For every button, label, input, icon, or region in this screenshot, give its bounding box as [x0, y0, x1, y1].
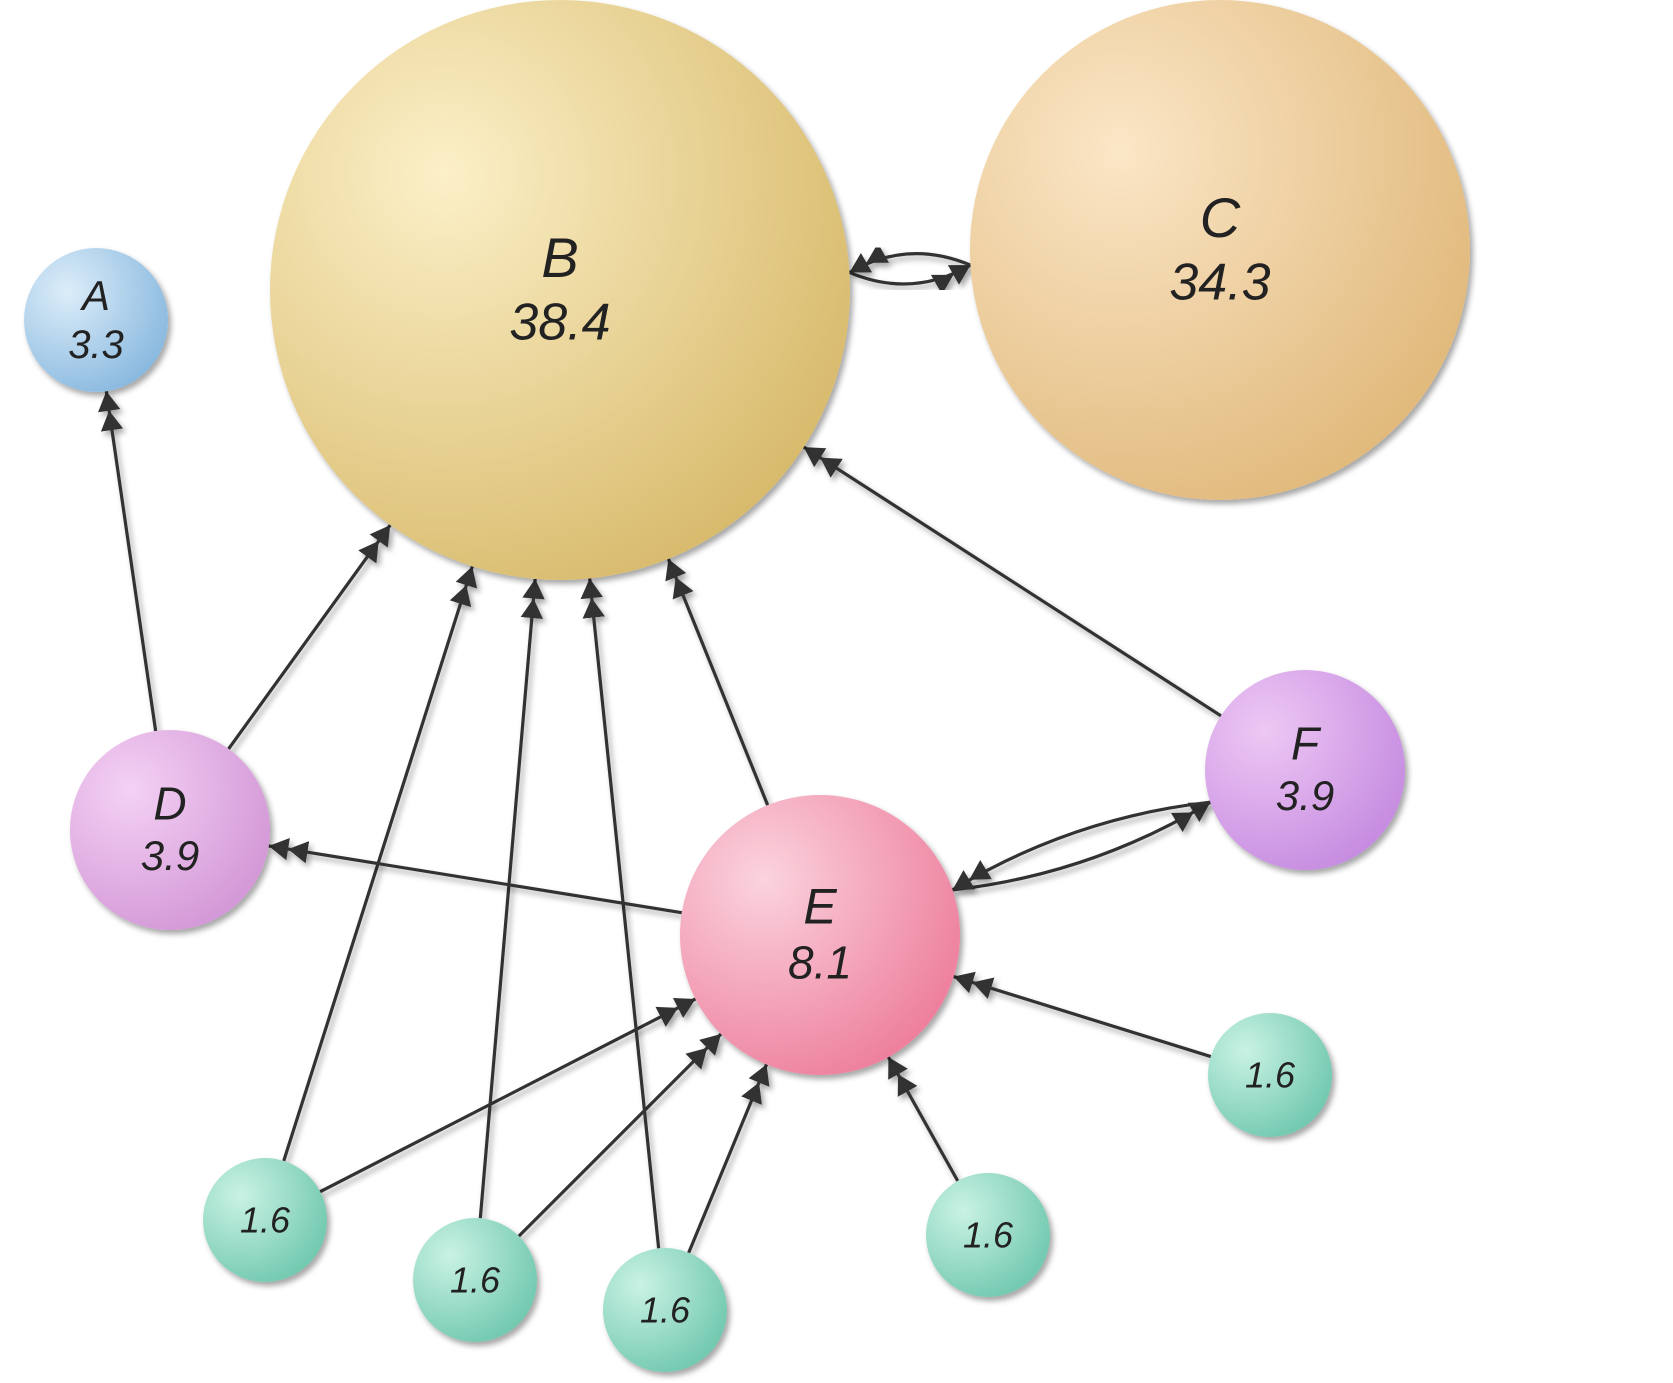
node-name-B: B	[541, 226, 578, 289]
node-circle-D	[70, 730, 270, 930]
node-name-D: D	[153, 778, 186, 830]
node-value-G1: 1.6	[240, 1200, 291, 1241]
node-circle-B	[270, 0, 850, 580]
node-value-G4: 1.6	[963, 1215, 1014, 1256]
node-A: A3.3	[24, 248, 168, 392]
node-value-G5: 1.6	[1245, 1055, 1296, 1096]
edge-G5-E	[954, 977, 1211, 1057]
edge-G4-E	[888, 1057, 957, 1181]
node-G3: 1.6	[603, 1248, 727, 1372]
node-name-A: A	[79, 272, 110, 319]
node-circle-F	[1205, 670, 1405, 870]
node-G4: 1.6	[926, 1173, 1050, 1297]
node-B: B38.4	[270, 0, 850, 580]
edge-G2-E	[519, 1034, 721, 1236]
network-diagram: A3.3B38.4C34.3D3.9E8.1F3.91.61.61.61.61.…	[0, 0, 1673, 1383]
edge-D-A	[106, 391, 155, 731]
edge-G2-B	[480, 579, 535, 1218]
node-name-C: C	[1200, 186, 1241, 249]
node-value-G3: 1.6	[640, 1290, 691, 1331]
edge-C-B	[849, 254, 970, 273]
node-value-A: 3.3	[68, 323, 124, 367]
edge-G1-E	[320, 999, 695, 1192]
node-circle-A	[24, 248, 168, 392]
node-G5: 1.6	[1208, 1013, 1332, 1137]
node-circle-C	[970, 0, 1470, 500]
node-value-G2: 1.6	[450, 1260, 501, 1301]
node-value-F: 3.9	[1276, 772, 1334, 819]
node-C: C34.3	[970, 0, 1470, 500]
node-value-B: 38.4	[509, 293, 610, 351]
node-F: F3.9	[1205, 670, 1405, 870]
node-value-D: 3.9	[141, 832, 199, 879]
edge-G3-B	[590, 578, 659, 1248]
edge-E-F	[953, 802, 1211, 890]
edge-G3-E	[689, 1064, 767, 1252]
edge-F-E	[953, 802, 1211, 890]
edge-D-B	[229, 525, 391, 749]
node-D: D3.9	[70, 730, 270, 930]
node-value-E: 8.1	[788, 937, 852, 989]
node-E: E8.1	[680, 795, 960, 1075]
edge-E-B	[668, 559, 767, 805]
node-name-E: E	[803, 879, 837, 935]
node-name-F: F	[1291, 718, 1322, 770]
edge-B-C	[849, 265, 970, 284]
node-value-C: 34.3	[1169, 253, 1270, 311]
node-G1: 1.6	[203, 1158, 327, 1282]
nodes-layer: A3.3B38.4C34.3D3.9E8.1F3.91.61.61.61.61.…	[24, 0, 1470, 1372]
node-G2: 1.6	[413, 1218, 537, 1342]
node-circle-E	[680, 795, 960, 1075]
